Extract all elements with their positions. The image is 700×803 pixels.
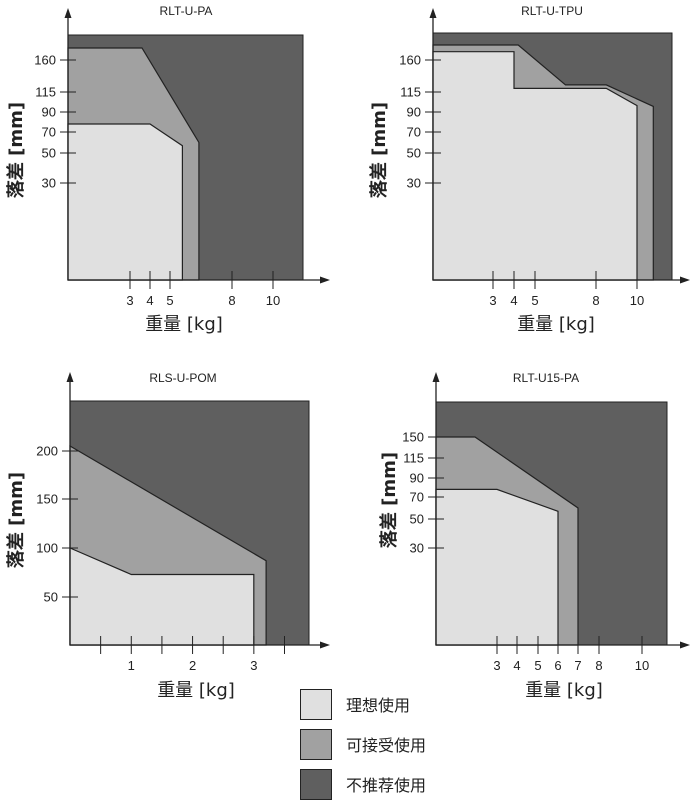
x-tick-label: 10: [635, 658, 649, 673]
y-tick-label: 115: [403, 451, 424, 466]
chart-title: RLS-U-POM: [149, 371, 216, 385]
y-tick-label: 50: [44, 590, 58, 605]
x-tick-label: 5: [166, 293, 173, 308]
chart-panel-2: 3 4 5 8 10 30 50 70 90 115 160 RLT-U-TPU 重量 [kg] 落差 […: [368, 4, 690, 335]
y-tick-label: 150: [36, 492, 58, 507]
x-tick-label: 5: [534, 658, 541, 673]
x-tick-label: 5: [531, 293, 538, 308]
y-tick-label: 30: [407, 176, 421, 191]
x-tick-label: 2: [189, 658, 196, 673]
legend: 理想使用 可接受使用 不推荐使用: [300, 688, 560, 800]
y-axis-label: 落差 [mm]: [378, 452, 400, 548]
y-tick-label: 100: [36, 541, 58, 556]
legend-label-acceptable: 可接受使用: [346, 736, 427, 755]
legend-label-ideal: 理想使用: [346, 696, 411, 715]
y-axis-arrow: [66, 372, 74, 382]
y-axis-label: 落差 [mm]: [5, 472, 27, 568]
x-tick-label: 4: [510, 293, 517, 308]
x-axis-label: 重量 [kg]: [157, 680, 235, 701]
chart-title: RLT-U15-PA: [513, 371, 579, 385]
y-tick-label: 30: [410, 541, 424, 556]
y-axis-arrow: [429, 8, 437, 18]
y-tick-label: 70: [407, 125, 421, 140]
y-tick-label: 70: [410, 490, 424, 505]
y-axis-arrow: [64, 8, 72, 18]
x-tick-label: 1: [128, 658, 135, 673]
x-tick-label: 3: [489, 293, 496, 308]
chart-panel-3: 1 2 3 50 100 150 200 RLS-U-POM 重量 [kg] 落差 [mm]: [5, 371, 330, 701]
y-tick-label: 200: [36, 444, 58, 459]
legend-item-acceptable: 可接受使用: [300, 728, 426, 760]
legend-label-not-recommended: 不推荐使用: [346, 776, 427, 795]
chart-panel-4: 3 4 5 6 7 8 10 30 50 70 90 115 150 RLT-U15-PA 重量 [kg] 落…: [378, 371, 690, 701]
y-tick-label: 90: [407, 105, 421, 120]
y-axis-label: 落差 [mm]: [368, 102, 390, 198]
x-axis-arrow: [320, 276, 330, 284]
y-tick-label: 90: [410, 471, 424, 486]
x-tick-label: 10: [266, 293, 280, 308]
chart-title: RLT-U-PA: [160, 4, 213, 18]
legend-swatch-not-recommended: [300, 768, 332, 800]
x-tick-label: 10: [630, 293, 644, 308]
legend-item-not-recommended: 不推荐使用: [300, 768, 426, 800]
y-tick-label: 50: [42, 146, 56, 161]
legend-item-ideal: 理想使用: [300, 688, 410, 720]
y-axis-arrow: [432, 372, 440, 382]
y-tick-label: 50: [407, 146, 421, 161]
zone-ideal: [435, 488, 559, 646]
y-tick-label: 90: [42, 105, 56, 120]
y-tick-label: 50: [410, 512, 424, 527]
x-axis-arrow: [680, 641, 690, 649]
x-tick-label: 4: [513, 658, 520, 673]
y-tick-label: 70: [42, 125, 56, 140]
x-tick-label: 8: [592, 293, 599, 308]
y-tick-label: 160: [34, 53, 56, 68]
x-tick-label: 3: [493, 658, 500, 673]
x-axis-arrow: [320, 641, 330, 649]
x-tick-label: 8: [228, 293, 235, 308]
x-tick-label: 8: [595, 658, 602, 673]
y-axis-label: 落差 [mm]: [5, 102, 27, 198]
y-tick-label: 30: [42, 176, 56, 191]
x-tick-label: 3: [126, 293, 133, 308]
y-tick-label: 115: [400, 85, 421, 100]
zone-ideal: [67, 123, 183, 281]
x-tick-label: 3: [250, 658, 257, 673]
y-tick-label: 115: [35, 85, 56, 100]
x-tick-label: 6: [554, 658, 561, 673]
y-tick-label: 160: [399, 53, 421, 68]
legend-swatch-ideal: [300, 688, 332, 720]
chart-title: RLT-U-TPU: [521, 4, 583, 18]
x-tick-label: 7: [574, 658, 581, 673]
y-tick-label: 150: [402, 430, 424, 445]
x-axis-label: 重量 [kg]: [517, 314, 595, 335]
x-axis-label: 重量 [kg]: [145, 314, 223, 335]
x-axis-label: 重量 [kg]: [525, 680, 603, 701]
chart-panel-1: 3 4 5 8 10 30 50 70 90 115 160 RLT-U-PA 重量 [kg] 落差 [m…: [5, 4, 330, 335]
x-tick-label: 4: [146, 293, 153, 308]
x-axis-arrow: [680, 276, 690, 284]
legend-swatch-acceptable: [300, 728, 332, 760]
